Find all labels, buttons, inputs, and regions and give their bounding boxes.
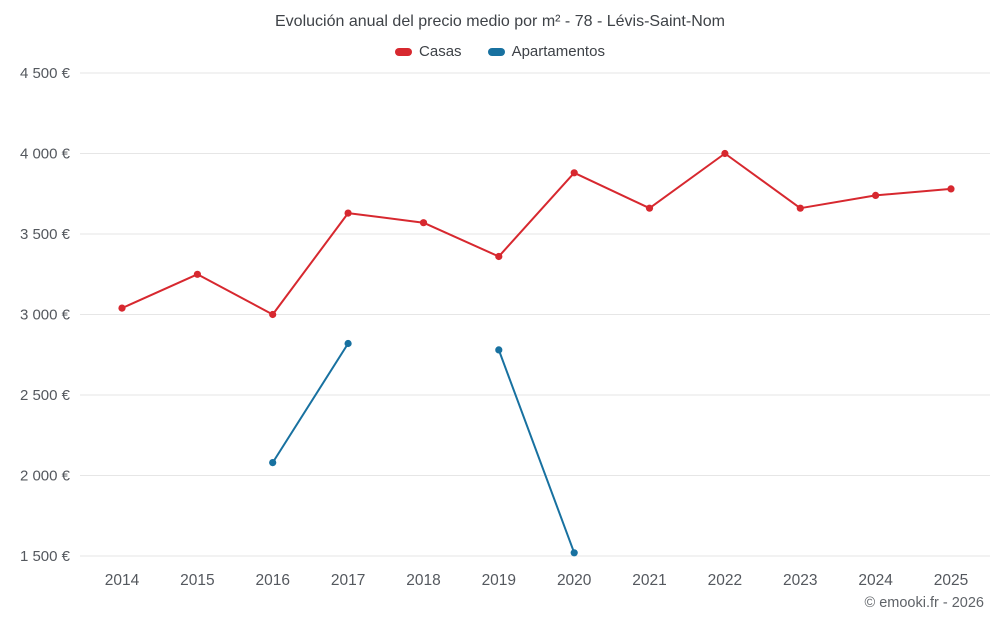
chart-title: Evolución anual del precio medio por m² …: [275, 13, 725, 30]
y-axis-tick-label: 1 500 €: [20, 548, 71, 565]
apartamentos-series-swatch-icon: [487, 47, 505, 56]
x-axis-tick-label: 2020: [557, 572, 592, 589]
x-axis-tick-label: 2017: [331, 572, 365, 589]
data-point-apartamentos[interactable]: [495, 346, 503, 354]
data-point-casas[interactable]: [419, 219, 428, 227]
data-point-apartamentos[interactable]: [269, 459, 277, 467]
x-axis-tick-label: 2019: [482, 572, 516, 589]
legend-label-casas: Casas: [419, 43, 462, 60]
data-point-casas[interactable]: [796, 204, 804, 212]
legend-item-apartamentos[interactable]: Apartamentos: [487, 43, 605, 60]
legend: Casas Apartamentos: [0, 43, 1000, 60]
data-point-casas[interactable]: [570, 169, 578, 177]
series-line-casas: [121, 152, 952, 316]
casas-series-swatch-icon: [395, 47, 413, 56]
y-axis-tick-label: 4 000 €: [20, 146, 71, 163]
x-axis-tick-label: 2016: [255, 572, 289, 589]
y-axis-tick-label: 2 500 €: [20, 387, 71, 404]
data-point-casas[interactable]: [495, 252, 503, 261]
x-axis-tick-label: 2024: [858, 572, 893, 589]
y-axis-tick-label: 2 000 €: [20, 468, 71, 485]
x-axis-tick-label: 2021: [632, 572, 666, 589]
data-point-casas[interactable]: [344, 209, 352, 217]
data-point-apartamentos[interactable]: [570, 549, 578, 557]
x-axis-tick-label: 2023: [783, 572, 817, 589]
data-point-casas[interactable]: [721, 149, 729, 158]
y-axis-tick-label: 4 500 €: [20, 65, 71, 82]
x-axis-tick-label: 2015: [180, 572, 214, 589]
x-axis-tick-label: 2018: [406, 572, 440, 589]
data-point-casas[interactable]: [645, 204, 654, 212]
legend-label-apartamentos: Apartamentos: [511, 43, 605, 60]
y-axis-tick-label: 3 500 €: [20, 226, 71, 243]
data-point-casas[interactable]: [118, 304, 126, 312]
price-evolution-line-chart: 1 500 € 2 000 € 2 500 € 3 000 € 3 500 € 4 000…: [20, 65, 990, 589]
data-point-casas[interactable]: [193, 270, 201, 278]
x-axis-tick-label: 2022: [708, 572, 742, 589]
copyright-text: © emooki.fr - 2026: [864, 595, 984, 611]
x-axis-tick-label: 2014: [105, 572, 140, 589]
x-axis-tick-label: 2025: [934, 572, 968, 589]
legend-item-casas[interactable]: Casas: [395, 43, 462, 60]
data-point-casas[interactable]: [947, 185, 955, 193]
data-point-apartamentos[interactable]: [344, 339, 352, 348]
data-point-casas[interactable]: [269, 310, 277, 319]
series-line-apartamentos: [271, 342, 576, 554]
y-axis-tick-label: 3 000 €: [20, 307, 71, 324]
data-point-casas[interactable]: [872, 191, 880, 199]
